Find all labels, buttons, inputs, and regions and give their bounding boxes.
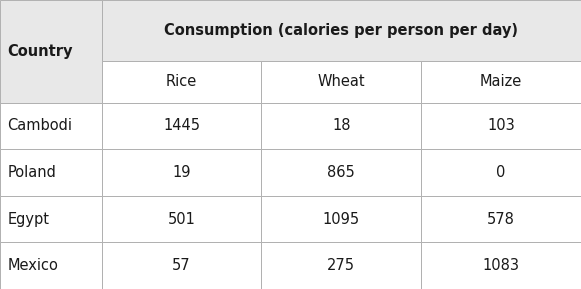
Bar <box>102 103 261 149</box>
Bar <box>421 103 581 149</box>
Text: 103: 103 <box>487 118 515 134</box>
Text: Maize: Maize <box>480 74 522 89</box>
Bar <box>0 103 102 149</box>
Bar <box>421 242 581 289</box>
Text: 19: 19 <box>173 165 191 180</box>
Text: 18: 18 <box>332 118 350 134</box>
Text: 0: 0 <box>496 165 506 180</box>
Text: Egypt: Egypt <box>8 212 49 227</box>
Bar <box>102 242 261 289</box>
Text: Cambodi: Cambodi <box>8 118 73 134</box>
Text: Country: Country <box>8 44 73 59</box>
Text: Rice: Rice <box>166 74 197 89</box>
Bar <box>421 149 581 196</box>
Bar <box>0 196 102 242</box>
Bar <box>0 149 102 196</box>
Bar <box>421 61 581 103</box>
Bar <box>0 242 102 289</box>
Text: 275: 275 <box>327 258 356 273</box>
Text: 1083: 1083 <box>483 258 519 273</box>
Bar <box>421 196 581 242</box>
Text: Poland: Poland <box>8 165 56 180</box>
Bar <box>102 0 581 61</box>
Bar <box>261 242 421 289</box>
Bar <box>261 149 421 196</box>
Bar <box>0 0 102 103</box>
Text: 57: 57 <box>172 258 191 273</box>
Bar <box>102 61 261 103</box>
Text: 1445: 1445 <box>163 118 200 134</box>
Text: 501: 501 <box>168 212 195 227</box>
Text: Consumption (calories per person per day): Consumption (calories per person per day… <box>164 23 518 38</box>
Text: Mexico: Mexico <box>8 258 59 273</box>
Bar <box>102 196 261 242</box>
Bar <box>261 196 421 242</box>
Bar <box>102 149 261 196</box>
Text: 1095: 1095 <box>323 212 360 227</box>
Text: Wheat: Wheat <box>318 74 365 89</box>
Bar <box>261 103 421 149</box>
Bar <box>261 61 421 103</box>
Text: 865: 865 <box>328 165 355 180</box>
Text: 578: 578 <box>487 212 515 227</box>
